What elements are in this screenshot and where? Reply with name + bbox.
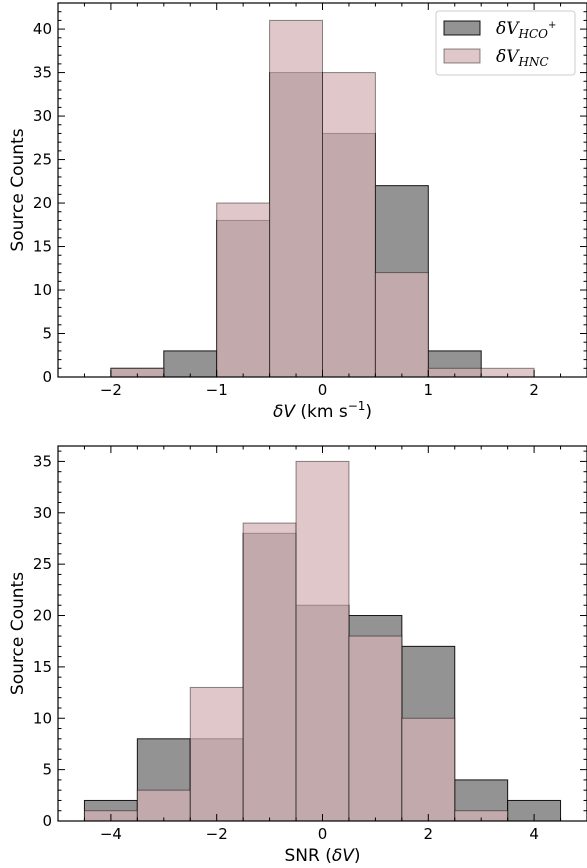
bar-hnc-bin-2 (189, 686, 244, 822)
y-tick-label: 0 (42, 812, 52, 830)
legend: δVHCO+δVHNC (435, 10, 576, 76)
x-tick-label: −4 (100, 825, 122, 843)
x-label-italic: δV (273, 402, 296, 422)
legend-swatch-hco (443, 20, 481, 36)
bar-hnc-bin-5 (348, 635, 403, 822)
y-tick-label: 15 (33, 238, 52, 256)
bar-hnc-bin-1 (136, 789, 191, 822)
x-tick-label: −2 (206, 825, 228, 843)
y-tick-label: 15 (33, 658, 52, 676)
legend-main: δV (496, 47, 520, 67)
x-tick-label: 4 (529, 825, 539, 843)
x-label-close: ) (365, 402, 372, 422)
bar-hco-bin-1 (163, 350, 218, 378)
y-tick-label: 40 (33, 20, 52, 38)
bar-hnc-bin-6 (401, 717, 456, 822)
x-tick-label: 0 (318, 825, 328, 843)
legend-sub: HCO (518, 27, 549, 41)
legend-sup: + (548, 20, 556, 31)
bar-hnc-bin-4 (322, 72, 376, 378)
x-label-italic: δV (332, 846, 355, 866)
y-tick-label: 5 (42, 325, 52, 343)
x-tick-label: 2 (529, 381, 539, 399)
y-tick-label: 25 (33, 151, 52, 169)
x-axis-label: δV (km s−1) (273, 399, 372, 422)
legend-label-hco: δVHCO+ (496, 19, 556, 41)
bar-hnc-bin-3 (242, 522, 297, 822)
y-tick-label: 30 (33, 107, 52, 125)
y-tick-label: 20 (33, 607, 52, 625)
y-tick-label: 30 (33, 504, 52, 522)
y-tick-label: 35 (33, 452, 52, 470)
y-tick-label: 20 (33, 194, 52, 212)
bar-hnc-bin-2 (216, 202, 271, 378)
x-label-close: ) (354, 846, 361, 866)
x-tick-label: −2 (100, 381, 122, 399)
bar-hnc-bin-3 (269, 19, 324, 378)
bar-hnc-bin-5 (374, 272, 429, 378)
y-axis-label: Source Counts (8, 572, 28, 695)
y-tick-label: 10 (33, 281, 52, 299)
x-label-sup: −1 (348, 399, 366, 413)
bar-hnc-bin-4 (295, 460, 350, 822)
histogram-snr-velocity-offset: −4 −2 0 2 4 0 5 10 15 20 25 30 35 Source Counts SNR (δ… (8, 445, 587, 866)
x-tick-label: 0 (318, 381, 328, 399)
y-tick-label: 35 (33, 64, 52, 82)
y-tick-label: 0 (42, 368, 52, 386)
y-tick-label: 10 (33, 709, 52, 727)
legend-main: δV (496, 19, 520, 39)
x-label-pre: SNR ( (284, 846, 331, 866)
y-tick-label: 25 (33, 555, 52, 573)
legend-label-hnc: δVHNC (496, 47, 549, 69)
x-axis-label: SNR (δV) (284, 846, 360, 866)
series-hnc (83, 460, 509, 822)
y-axis-label: Source Counts (8, 128, 28, 251)
x-label-rest: (km s (295, 402, 348, 422)
x-tick-label: 2 (424, 825, 434, 843)
legend-sub: HNC (518, 55, 549, 69)
x-tick-label: 1 (424, 381, 434, 399)
x-tick-label: −1 (206, 381, 228, 399)
y-tick-label: 5 (42, 761, 52, 779)
legend-swatch-hnc (443, 48, 481, 64)
